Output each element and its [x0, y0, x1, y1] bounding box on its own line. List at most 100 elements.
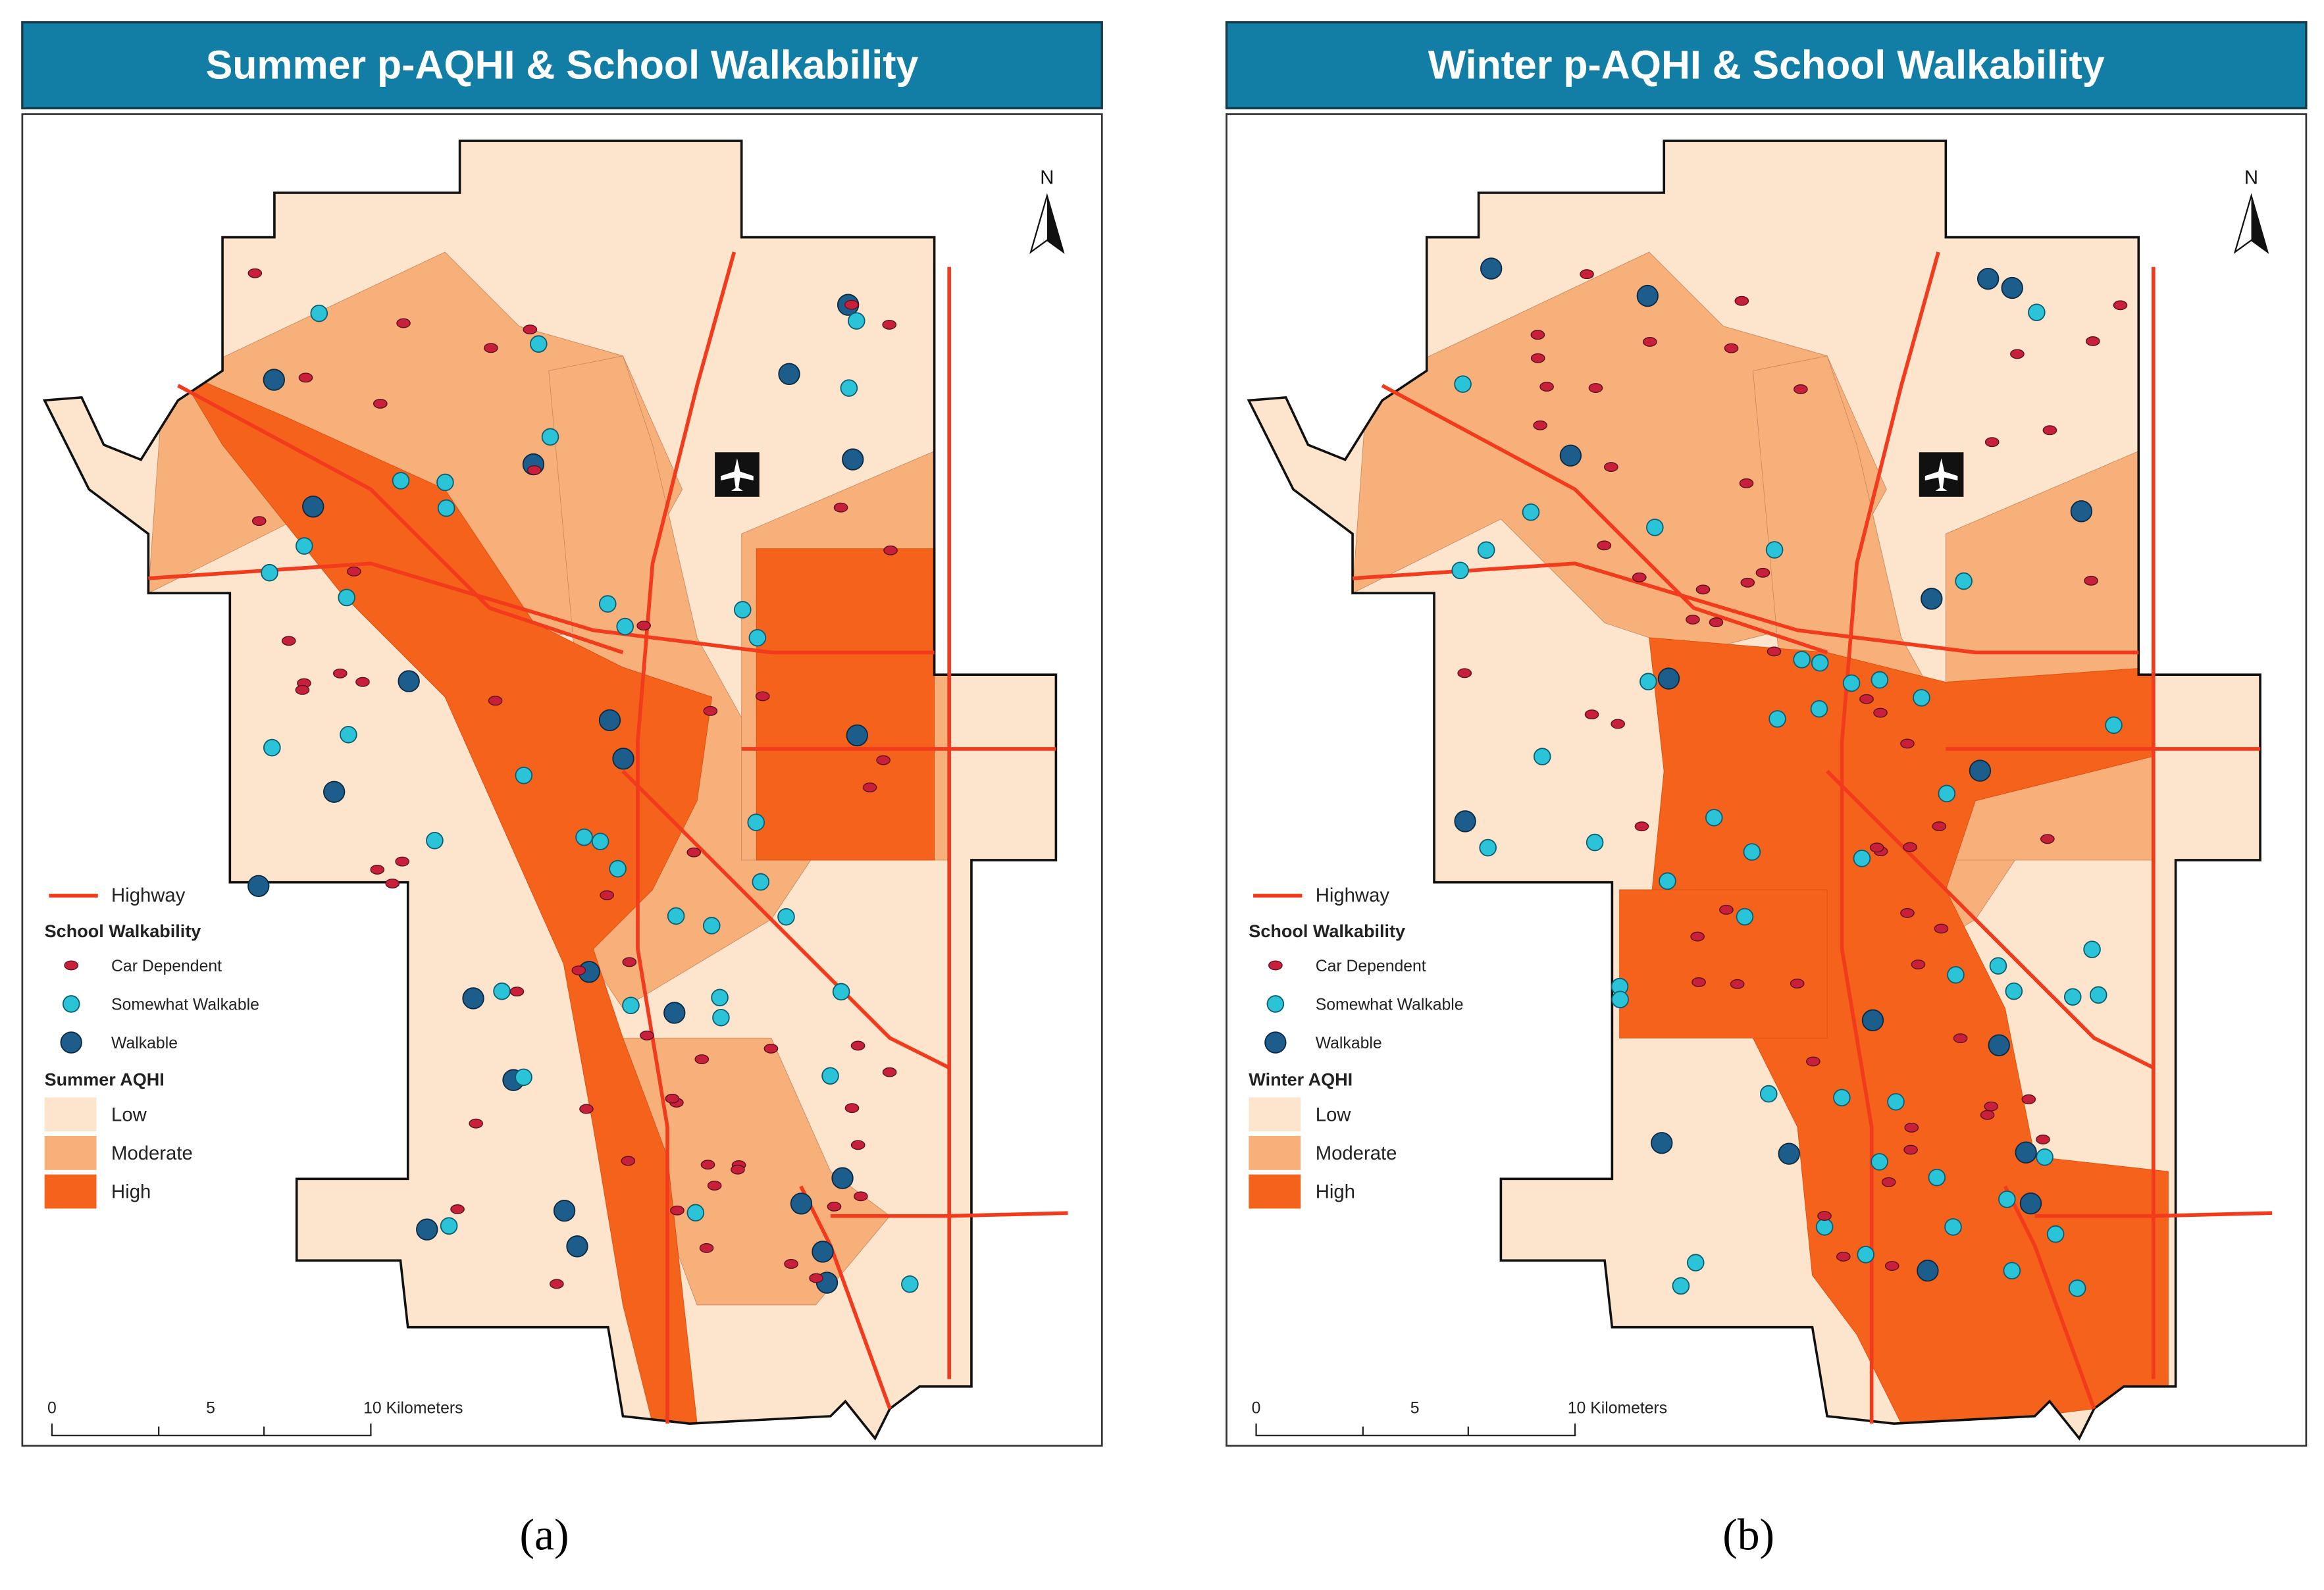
school-somewhat-walkable	[1451, 561, 1469, 580]
school-car-dependent	[622, 957, 637, 967]
school-car-dependent	[355, 677, 370, 687]
city	[44, 141, 1056, 1439]
panel-title: Summer p-AQHI & School Walkability	[206, 43, 919, 88]
school-somewhat-walkable	[263, 738, 281, 757]
school-car-dependent	[523, 324, 538, 335]
school-somewhat-walkable	[901, 1275, 919, 1293]
school-walkable	[302, 496, 324, 518]
school-car-dependent	[1836, 1251, 1851, 1262]
school-somewhat-walkable	[1842, 674, 1861, 692]
legend-label: Moderate	[1316, 1142, 1397, 1164]
school-car-dependent	[2040, 834, 2055, 844]
legend-label: Somewhat Walkable	[111, 996, 259, 1013]
school-car-dependent	[640, 1030, 654, 1040]
panel-caption: (a)	[520, 1510, 569, 1560]
school-car-dependent	[1632, 572, 1647, 582]
school-somewhat-walkable	[712, 1008, 730, 1027]
school-car-dependent	[1719, 904, 1734, 915]
school-car-dependent	[370, 864, 385, 875]
school-somewhat-walkable	[338, 588, 355, 607]
aqhi-high-zone	[756, 548, 935, 861]
school-car-dependent	[1533, 420, 1547, 430]
scale-bar	[1255, 1423, 1576, 1437]
school-car-dependent	[1724, 343, 1739, 353]
school-car-dependent	[1934, 923, 1949, 934]
school-car-dependent	[469, 1118, 484, 1129]
school-somewhat-walkable	[1659, 872, 1676, 890]
legend-walkable-icon	[1264, 1031, 1287, 1054]
school-walkable	[831, 1167, 854, 1189]
school-car-dependent	[509, 987, 525, 997]
school-somewhat-walkable	[515, 1068, 532, 1087]
school-somewhat-walkable	[340, 725, 357, 744]
school-car-dependent	[1642, 336, 1657, 347]
school-somewhat-walkable	[686, 1204, 705, 1222]
school-somewhat-walkable	[1769, 710, 1786, 728]
school-somewhat-walkable	[1871, 671, 1889, 689]
legend-heading: Winter AQHI	[1249, 1069, 1353, 1089]
school-car-dependent	[862, 782, 877, 792]
legend-aqhi-swatch	[1249, 1174, 1301, 1209]
school-somewhat-walkable	[1938, 784, 1956, 803]
school-car-dependent	[2036, 1134, 2050, 1144]
school-car-dependent	[621, 1156, 636, 1166]
school-car-dependent	[579, 1104, 594, 1114]
school-car-dependent	[281, 636, 296, 646]
school-car-dependent	[1709, 617, 1724, 628]
school-walkable	[1917, 1260, 1939, 1282]
city	[1249, 141, 2261, 1439]
school-car-dependent	[784, 1259, 798, 1269]
school-walkable	[2015, 1141, 2037, 1164]
school-somewhat-walkable	[2003, 1262, 2021, 1280]
school-walkable	[247, 875, 270, 897]
map-panel: Winter p-AQHI & School Walkability N Highw…	[1225, 21, 2308, 1560]
school-car-dependent	[247, 268, 263, 278]
school-car-dependent	[850, 1040, 865, 1051]
legend-label: Somewhat Walkable	[1316, 996, 1464, 1013]
airport-plane	[1924, 458, 1958, 491]
legend-aqhi-swatch	[44, 1174, 97, 1209]
school-somewhat-walkable	[310, 304, 328, 322]
school-somewhat-walkable	[2046, 1225, 2065, 1243]
school-car-dependent	[373, 398, 388, 409]
school-car-dependent	[1806, 1056, 1820, 1067]
school-car-dependent	[1984, 437, 2000, 448]
school-car-dependent	[600, 890, 615, 900]
school-somewhat-walkable	[541, 428, 559, 446]
school-somewhat-walkable	[2083, 940, 2101, 958]
school-somewhat-walkable	[1640, 673, 1657, 691]
school-car-dependent	[450, 1204, 465, 1214]
school-somewhat-walkable	[1944, 1218, 1962, 1236]
school-somewhat-walkable	[426, 831, 444, 850]
school-car-dependent	[395, 856, 409, 867]
legend-somewhat-icon	[1266, 995, 1285, 1013]
school-car-dependent	[1873, 707, 1888, 718]
school-car-dependent	[1881, 1177, 1896, 1187]
school-somewhat-walkable	[752, 873, 770, 891]
panel-title: Winter p-AQHI & School Walkability	[1428, 43, 2105, 88]
school-car-dependent	[1900, 908, 1915, 918]
school-somewhat-walkable	[1811, 654, 1829, 672]
school-car-dependent	[1588, 383, 1603, 393]
school-somewhat-walkable	[1913, 689, 1930, 707]
school-somewhat-walkable	[1611, 990, 1629, 1009]
school-car-dependent	[1539, 382, 1554, 392]
legend-label: Car Dependent	[111, 958, 222, 975]
school-car-dependent	[844, 299, 859, 310]
school-car-dependent	[1597, 540, 1612, 551]
school-somewhat-walkable	[2063, 988, 2082, 1006]
school-somewhat-walkable	[1853, 850, 1871, 867]
scale-label: 0	[1252, 1399, 1261, 1417]
school-somewhat-walkable	[609, 859, 627, 878]
school-walkable	[846, 724, 868, 747]
school-somewhat-walkable	[1686, 1254, 1705, 1271]
school-somewhat-walkable	[1989, 957, 2007, 975]
school-walkable	[566, 1235, 588, 1258]
school-car-dependent	[1869, 842, 1884, 853]
school-walkable	[2001, 276, 2023, 299]
legend-somewhat-icon	[62, 995, 80, 1013]
school-walkable	[812, 1241, 834, 1263]
legend-heading: School Walkability	[45, 921, 201, 941]
school-walkable	[598, 709, 621, 732]
highway	[1352, 561, 2139, 655]
